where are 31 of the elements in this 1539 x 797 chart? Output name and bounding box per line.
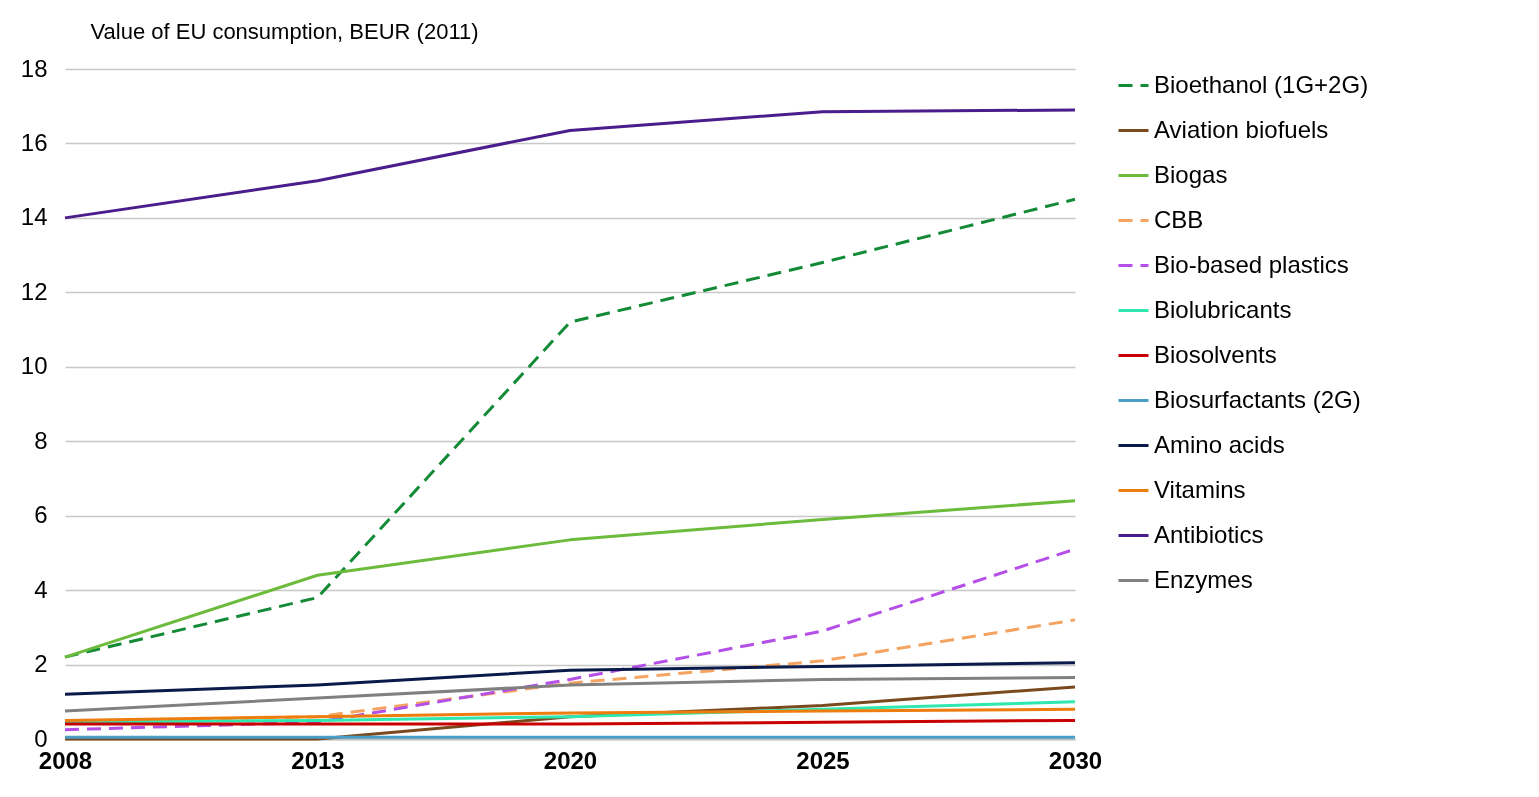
line-series [63,707,1077,722]
x-tick-label: 2013 [291,746,345,774]
x-tick-label: 2030 [1048,746,1103,774]
legend-label: Biosurfactants (2G) [1154,385,1361,413]
legend-label: Vitamins [1154,475,1246,503]
y-tick-label: 8 [34,426,48,454]
y-tick-label: 4 [34,575,48,603]
line-series [63,661,1077,696]
legend-label: Amino acids [1154,430,1285,458]
line-series [63,499,1077,659]
x-tick-label: 2025 [796,746,850,774]
x-tick-label: 2020 [543,746,598,774]
legend-label: Biolubricants [1154,295,1292,323]
y-tick-label: 2 [34,650,48,678]
legend-label: CBB [1154,205,1204,233]
y-tick-label: 6 [34,501,48,529]
legend-label: Enzymes [1154,565,1253,593]
y-axis-title: Value of EU consumption, BEUR (2011) [90,18,479,44]
y-tick-label: 18 [20,54,48,82]
line-series [63,108,1077,220]
y-tick-label: 16 [20,128,48,156]
legend-label: Bioethanol (1G+2G) [1154,70,1369,98]
y-tick-label: 10 [20,352,48,380]
legend-label: Biogas [1154,160,1228,188]
y-tick-label: 14 [20,203,48,231]
legend-label: Biosolvents [1154,340,1277,368]
legend-label: Antibiotics [1154,520,1264,548]
line-series [63,676,1077,713]
legend-label: Aviation biofuels [1154,115,1329,143]
y-tick-label: 12 [20,277,48,305]
legend-label: Bio-based plastics [1154,250,1349,278]
